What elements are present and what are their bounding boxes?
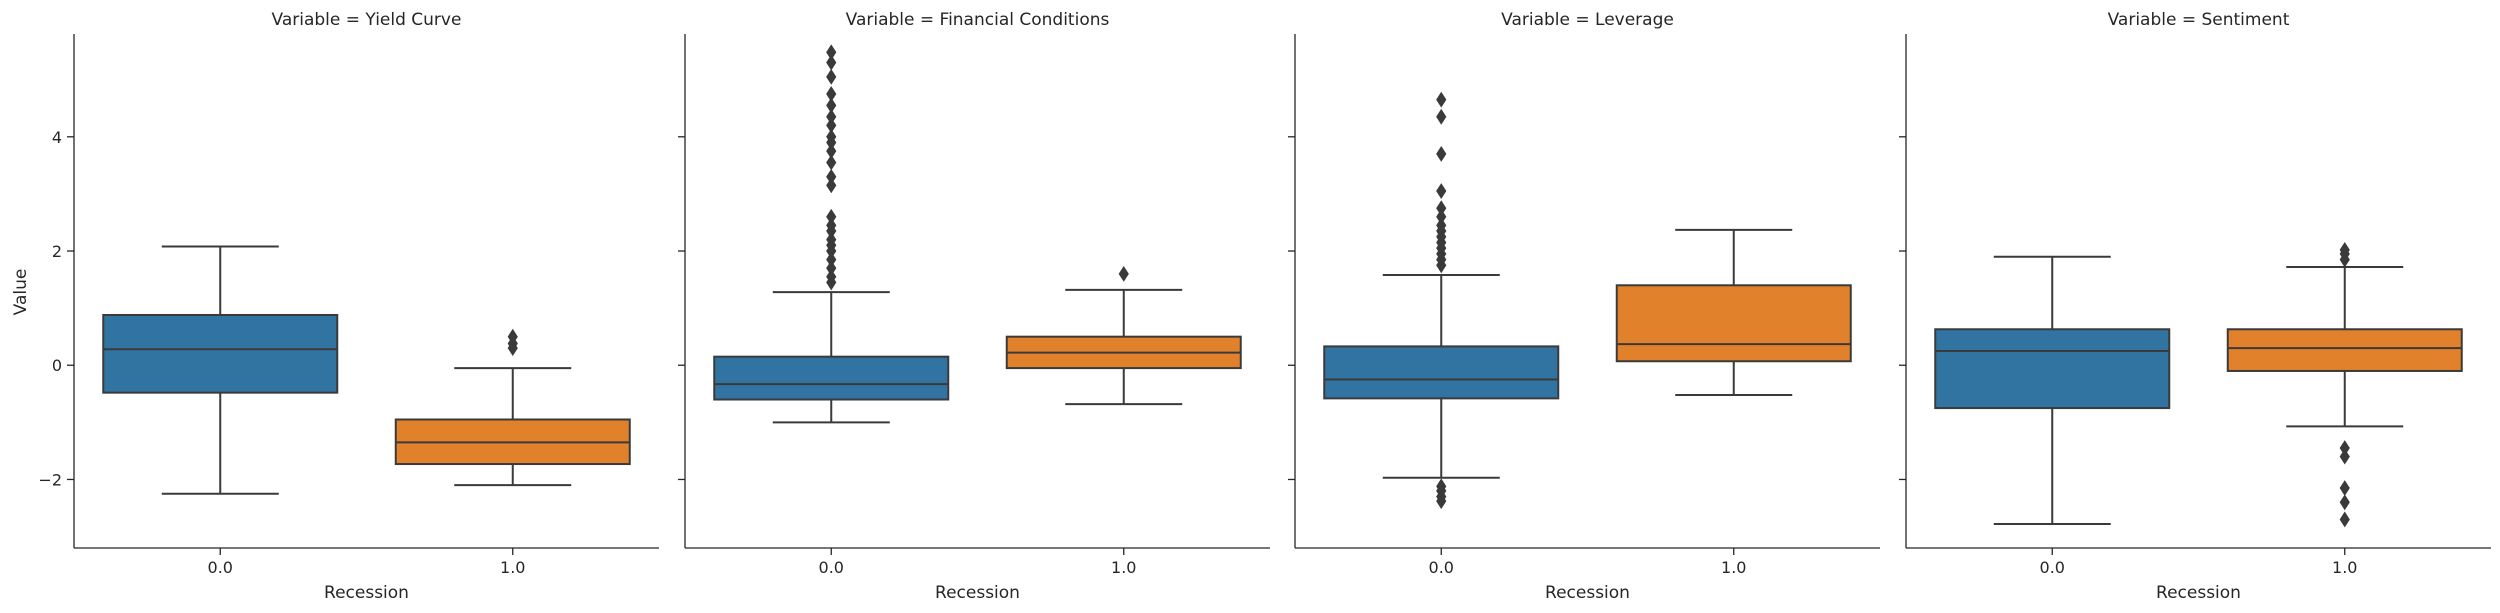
outlier-point — [826, 128, 837, 145]
outlier-point — [2339, 494, 2350, 511]
outlier-point — [826, 143, 837, 160]
facet-panel: Variable = Financial Conditions 0.0 1.0 Rec… — [678, 10, 1270, 603]
x-tick-label: 0.0 — [819, 558, 844, 577]
facet-title: Variable = Financial Conditions — [846, 10, 1110, 30]
outlier-point — [826, 117, 837, 134]
box-0.0: 0.0 — [1323, 91, 1560, 577]
x-tick-label: 1.0 — [2332, 558, 2357, 577]
outlier-point — [826, 260, 837, 277]
x-axis-label: Recession — [2156, 583, 2241, 603]
outlier-point — [826, 268, 837, 285]
outlier-point — [2339, 511, 2350, 528]
outlier-point — [826, 86, 837, 102]
outlier-point — [1436, 146, 1447, 162]
outlier-point — [1436, 217, 1447, 234]
outlier-point — [826, 177, 837, 194]
outlier-point — [826, 168, 837, 185]
y-axis-label: Value — [11, 269, 31, 316]
iqr-box — [2226, 328, 2463, 372]
box-0.0: 0.0 — [1934, 255, 2171, 577]
x-axis-label: Recession — [1545, 583, 1630, 603]
facet-grid: Variable = Yield Curve −2 0 2 4 0.0 1.0 Recessi… — [38, 10, 2491, 603]
outlier-point — [826, 231, 837, 248]
iqr-box — [713, 355, 950, 401]
box-1.0: 1.0 — [394, 328, 631, 577]
facet-title: Variable = Yield Curve — [272, 10, 462, 30]
iqr-box — [1615, 284, 1852, 363]
x-axis-label: Recession — [324, 583, 409, 603]
outlier-point — [826, 251, 837, 268]
box-0.0: 0.0 — [102, 245, 339, 577]
outlier-point — [826, 154, 837, 171]
x-tick-label: 1.0 — [1721, 558, 1746, 577]
x-tick-label: 1.0 — [500, 558, 525, 577]
outlier-point — [826, 108, 837, 125]
outlier-point — [1118, 265, 1129, 282]
y-tick-label: 4 — [52, 128, 62, 147]
facet-panel: Variable = Sentiment 0.0 1.0 Recession — [1899, 10, 2491, 603]
outlier-point — [826, 208, 837, 225]
box-1.0: 1.0 — [2226, 241, 2463, 577]
outlier-point — [1436, 91, 1447, 108]
x-tick-label: 0.0 — [2040, 558, 2065, 577]
outlier-point — [1436, 108, 1447, 125]
box-0.0: 0.0 — [713, 44, 950, 577]
outlier-point — [507, 328, 518, 345]
x-tick-label: 0.0 — [208, 558, 233, 577]
x-axis-label: Recession — [935, 583, 1020, 603]
x-tick-label: 0.0 — [1429, 558, 1454, 577]
outlier-point — [2339, 448, 2350, 465]
outlier-point — [826, 68, 837, 85]
y-tick-label: 0 — [52, 356, 62, 375]
outlier-point — [1436, 493, 1447, 510]
facet-panel: Variable = Leverage 0.0 1.0 Recession — [1288, 10, 1880, 603]
outlier-point — [826, 54, 837, 71]
y-tick-label: 2 — [52, 242, 62, 261]
outlier-point — [2339, 241, 2350, 258]
outlier-point — [826, 44, 837, 61]
outlier-point — [1436, 183, 1447, 199]
y-tick-label: −2 — [38, 470, 62, 489]
outlier-point — [1436, 208, 1447, 225]
x-tick-label: 1.0 — [1111, 558, 1136, 577]
outlier-point — [2339, 480, 2350, 496]
box-1.0: 1.0 — [1615, 228, 1852, 577]
box-1.0: 1.0 — [1005, 265, 1242, 577]
iqr-box — [102, 313, 339, 394]
iqr-box — [1934, 328, 2171, 410]
outlier-point — [826, 217, 837, 234]
facet-title: Variable = Leverage — [1501, 10, 1674, 30]
outlier-point — [1436, 200, 1447, 217]
facet-title: Variable = Sentiment — [2108, 10, 2290, 30]
iqr-box — [1323, 345, 1560, 400]
facet-panel: Variable = Yield Curve −2 0 2 4 0.0 1.0 Recessi… — [38, 10, 659, 603]
outlier-point — [826, 97, 837, 114]
